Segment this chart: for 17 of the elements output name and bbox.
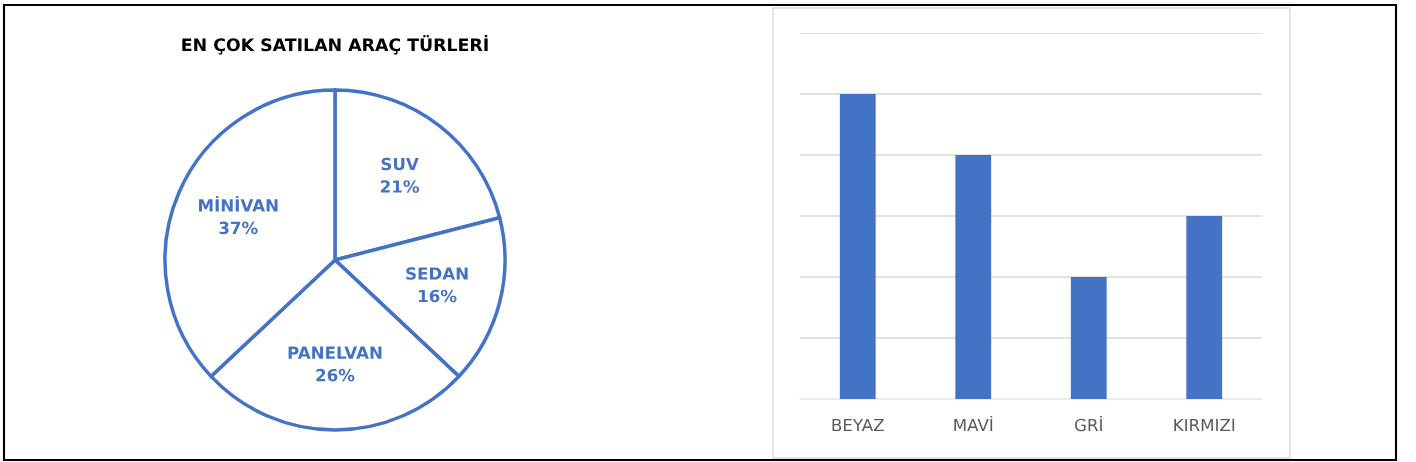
- slice-label: SEDAN: [406, 267, 468, 280]
- slice-label: SUV: [381, 157, 419, 171]
- bar: [1186, 216, 1223, 399]
- bar: [839, 94, 876, 399]
- x-tick-label: BEYAZ: [832, 418, 884, 432]
- data-label: 16%: [419, 289, 457, 303]
- slice-label: PANELVAN: [288, 346, 382, 359]
- bar: [955, 155, 992, 399]
- x-tick-label: MAVİ: [954, 415, 993, 432]
- slice-label: MİNİVAN: [199, 196, 278, 212]
- chart-title: EN ÇOK SATILAN ARAÇ TÜRLERİ: [182, 35, 488, 55]
- data-label: 21%: [380, 180, 420, 193]
- bar: [1070, 277, 1107, 399]
- data-label: 37%: [219, 221, 258, 235]
- x-tick-label: GRİ: [1074, 415, 1102, 432]
- data-label: 26%: [316, 368, 355, 382]
- x-tick-label: KIRMIZI: [1174, 418, 1235, 432]
